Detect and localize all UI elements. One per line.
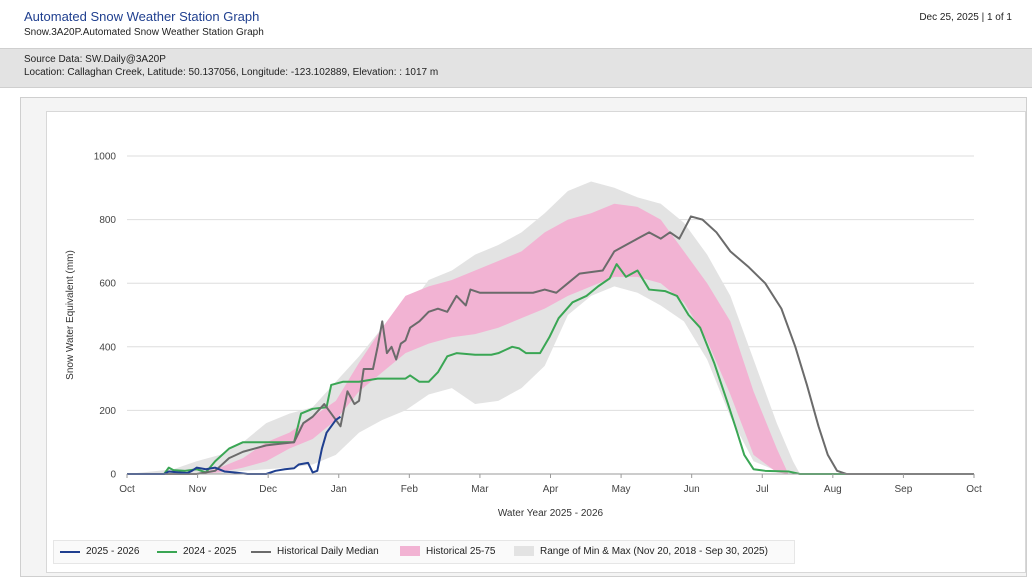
location-text: Location: Callaghan Creek, Latitude: 50.… xyxy=(24,67,439,78)
x-tick-label: Oct xyxy=(119,484,135,495)
x-tick-label: Nov xyxy=(189,484,207,495)
legend-box-swatch xyxy=(400,546,420,556)
x-tick-label: Apr xyxy=(543,484,559,495)
legend-box-swatch xyxy=(514,546,534,556)
x-tick-label: Jul xyxy=(756,484,769,495)
page-info: Dec 25, 2025 | 1 of 1 xyxy=(919,12,1012,23)
legend-line-swatch xyxy=(251,551,271,553)
legend-label: Range of Min & Max (Nov 20, 2018 - Sep 3… xyxy=(540,546,768,557)
x-tick-label: Aug xyxy=(824,484,842,495)
x-tick-label: Jun xyxy=(684,484,700,495)
x-tick-label: Oct xyxy=(966,484,982,495)
x-tick-label: Feb xyxy=(401,484,419,495)
series-2024-2025-line xyxy=(127,263,974,475)
report-title: Automated Snow Weather Station Graph xyxy=(24,9,260,24)
min-max-range-band xyxy=(127,181,974,474)
x-tick-label: May xyxy=(612,484,631,495)
y-tick-label: 200 xyxy=(99,406,116,417)
x-tick-label: Sep xyxy=(895,484,913,495)
historical-median-line xyxy=(127,215,974,475)
legend-line-swatch xyxy=(157,551,177,553)
x-tick-label: Dec xyxy=(259,484,277,495)
y-tick-label: 0 xyxy=(110,470,116,481)
y-tick-label: 400 xyxy=(99,342,116,353)
chart-legend: 2025 - 2026 2024 - 2025 Historical Daily M… xyxy=(53,540,795,564)
x-tick-label: Jan xyxy=(331,484,347,495)
report-header: Automated Snow Weather Station Graph Sno… xyxy=(0,0,1032,48)
y-tick-label: 800 xyxy=(99,215,116,226)
source-data-text: Source Data: SW.Daily@3A20P xyxy=(24,54,166,65)
axes-layer: 0 200 400 600 800 1000 Oct Nov Dec Jan Feb Mar Apr Ma… xyxy=(94,152,982,496)
bands-layer xyxy=(127,181,974,474)
historical-25-75-band xyxy=(127,203,974,474)
legend-label: Historical 25-75 xyxy=(426,546,496,557)
legend-label: Historical Daily Median xyxy=(277,546,379,557)
legend-label: 2025 - 2026 xyxy=(86,546,140,557)
y-tick-label: 1000 xyxy=(94,152,117,163)
x-tick-label: Mar xyxy=(471,484,489,495)
x-axis-label: Water Year 2025 - 2026 xyxy=(498,508,604,519)
station-metadata: Source Data: SW.Daily@3A20P Location: Ca… xyxy=(0,48,1032,88)
report-subtitle: Snow.3A20P.Automated Snow Weather Statio… xyxy=(24,27,264,38)
legend-line-swatch xyxy=(60,551,80,553)
legend-label: 2024 - 2025 xyxy=(183,546,237,557)
y-tick-label: 600 xyxy=(99,279,116,290)
y-axis-label: Snow Water Equivalent (mm) xyxy=(65,250,76,380)
